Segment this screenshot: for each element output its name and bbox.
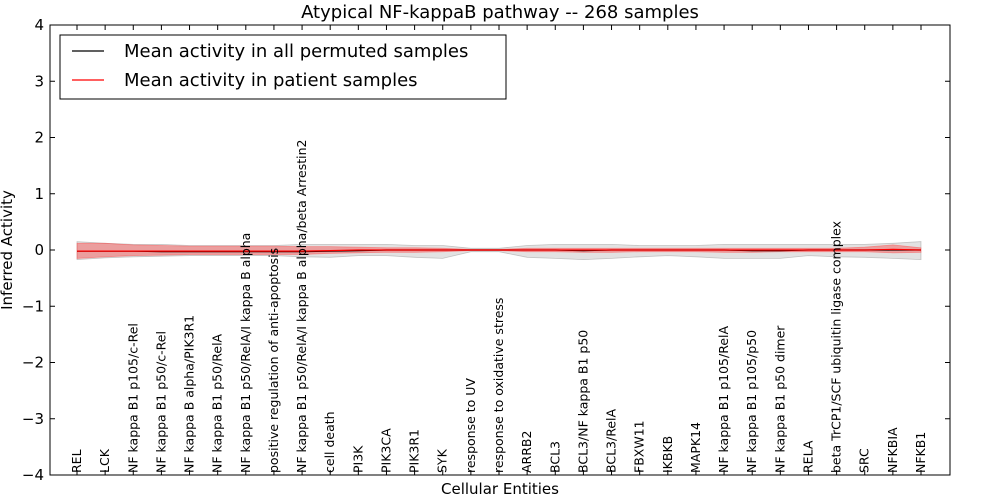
legend: Mean activity in all permuted samples Mea… xyxy=(59,34,507,100)
x-tick-label: REL xyxy=(69,449,84,473)
x-tick-label: NFKB1 xyxy=(913,432,928,473)
x-tick-label: response to UV xyxy=(463,378,478,473)
y-axis: −4 −3 −2 −1 0 1 2 3 4 xyxy=(22,16,950,484)
x-tick-label: SRC xyxy=(857,448,872,473)
x-tick-label: FBXW11 xyxy=(632,420,647,473)
y-tick-label: −2 xyxy=(22,354,44,372)
y-tick-label: −1 xyxy=(22,297,44,315)
series-lines xyxy=(77,248,922,253)
x-tick-label: MAPK14 xyxy=(688,422,703,473)
x-tick-label: PIK3R1 xyxy=(407,429,422,473)
x-tick-label: NF kappa B1 p50/c-Rel xyxy=(153,331,168,473)
y-tick-label: 0 xyxy=(34,241,44,259)
y-axis-label: Inferred Activity xyxy=(0,190,16,310)
chart-title: Atypical NF-kappaB pathway -- 268 sample… xyxy=(301,2,699,23)
x-tick-label: BCL3/RelA xyxy=(604,409,619,473)
x-tick-label: response to oxidative stress xyxy=(491,298,506,473)
band-patient xyxy=(76,242,922,259)
x-tick-label: IKBKB xyxy=(660,436,675,473)
x-tick-label: NF kappa B alpha/PIK3R1 xyxy=(182,315,197,473)
x-tick-label: PIK3CA xyxy=(379,428,394,473)
x-tick-label: NF kappa B1 p50/RelA/I kappa B alpha xyxy=(238,233,253,473)
y-tick-label: 3 xyxy=(34,72,44,90)
x-tick-label: SYK xyxy=(435,448,450,473)
y-tick-label: −3 xyxy=(22,410,44,428)
x-axis: REL LCK NF kappa B1 p105/c-Rel NF kappa B1 … xyxy=(69,25,928,475)
legend-box xyxy=(59,34,507,100)
x-tick-label: LCK xyxy=(97,448,112,473)
x-axis-label: Cellular Entities xyxy=(441,480,559,498)
x-tick-label: RELA xyxy=(801,440,816,473)
x-tick-label: cell death xyxy=(322,411,337,473)
x-tick-label: positive regulation of anti-apoptosis xyxy=(266,248,281,473)
x-tick-label: PI3K xyxy=(350,445,365,473)
x-tick-label: BCL3 xyxy=(547,441,562,473)
legend-label: Mean activity in patient samples xyxy=(124,70,418,91)
x-tick-label: NF kappa B1 p50 dimer xyxy=(772,325,787,473)
x-tick-label: ARRB2 xyxy=(519,431,534,473)
x-tick-label: beta TrCP1/SCF ubiquitin ligase complex xyxy=(829,221,844,473)
x-tick-label: NF kappa B1 p105/p50 xyxy=(744,330,759,473)
y-tick-label: −4 xyxy=(22,466,44,484)
x-tick-label: NF kappa B1 p105/RelA xyxy=(716,326,731,473)
y-tick-label: 1 xyxy=(34,185,44,203)
y-tick-label: 4 xyxy=(34,16,44,34)
legend-label: Mean activity in all permuted samples xyxy=(124,41,468,62)
x-tick-label: NF kappa B1 p50/RelA xyxy=(210,333,225,473)
x-tick-label: NF kappa B1 p50/RelA/I kappa B alpha/bet… xyxy=(294,140,309,474)
x-tick-label: NFKBIA xyxy=(885,427,900,473)
y-tick-label: 2 xyxy=(34,129,44,147)
x-tick-label: BCL3/NF kappa B1 p50 xyxy=(575,330,590,473)
x-tick-label: NF kappa B1 p105/c-Rel xyxy=(125,323,140,473)
series-line-patient xyxy=(77,248,922,252)
